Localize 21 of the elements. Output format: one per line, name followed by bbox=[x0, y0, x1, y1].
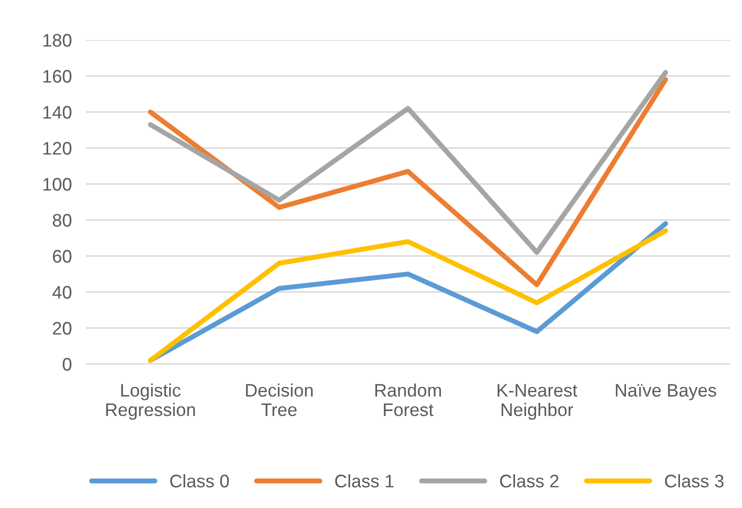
y-tick-label: 40 bbox=[52, 286, 72, 299]
y-tick-label: 60 bbox=[52, 250, 72, 263]
line-series bbox=[148, 77, 668, 288]
y-tick-label: 100 bbox=[43, 178, 72, 191]
x-tick-label: Naïve Bayes bbox=[616, 384, 716, 400]
y-tick-label: 180 bbox=[43, 34, 72, 47]
y-tick-label: 20 bbox=[52, 322, 72, 335]
x-tick-label: Decision Tree bbox=[246, 383, 313, 416]
x-tick-label: Logistic Regression bbox=[106, 383, 195, 420]
y-tick-label: 120 bbox=[43, 142, 72, 155]
y-tick-label: 140 bbox=[43, 106, 72, 119]
legend-label: Class 3 bbox=[665, 474, 724, 488]
line-series bbox=[148, 70, 668, 255]
y-tick-label: 0 bbox=[62, 358, 72, 371]
y-tick-label: 80 bbox=[52, 214, 72, 227]
legend-label: Class 2 bbox=[500, 474, 558, 488]
x-tick-label: Random Forest bbox=[375, 383, 441, 416]
y-tick-label: 160 bbox=[43, 70, 72, 83]
x-tick-label: K-Nearest Neighbor bbox=[498, 384, 578, 420]
legend-label: Class 1 bbox=[335, 474, 394, 488]
legend-label: Class 0 bbox=[170, 474, 229, 488]
